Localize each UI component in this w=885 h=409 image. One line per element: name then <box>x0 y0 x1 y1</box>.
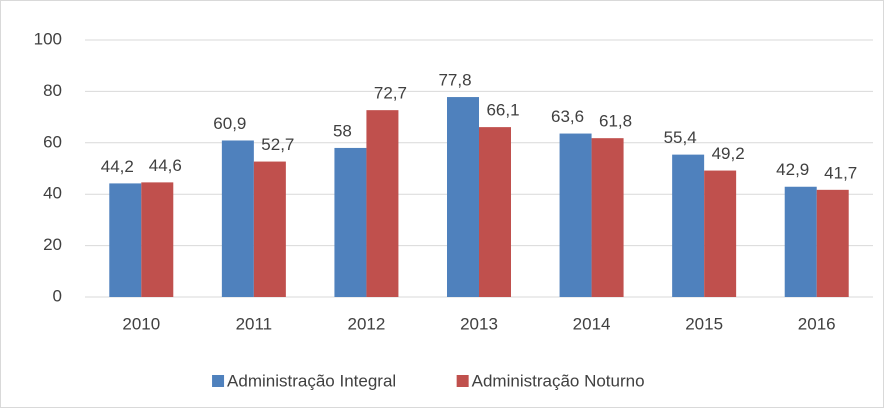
data-label: 72,7 <box>374 84 407 103</box>
bar <box>221 140 254 297</box>
data-label: 58 <box>333 121 352 140</box>
y-tick-label: 100 <box>34 29 62 48</box>
bar <box>559 133 592 297</box>
bar <box>704 170 737 297</box>
legend-swatch <box>212 375 225 387</box>
legend-label: Administração Integral <box>227 371 396 390</box>
legend-label: Administração Noturno <box>472 371 645 390</box>
x-tick-label: 2015 <box>685 314 723 333</box>
y-tick-label: 40 <box>43 184 62 203</box>
bar <box>253 161 286 297</box>
data-label: 77,8 <box>438 71 471 90</box>
x-tick-label: 2013 <box>460 314 498 333</box>
data-label: 41,7 <box>824 163 857 182</box>
bar <box>141 182 174 297</box>
data-label: 49,2 <box>712 144 745 163</box>
bar <box>672 154 705 297</box>
bar <box>447 97 479 297</box>
data-label: 44,6 <box>149 156 182 175</box>
bar <box>784 186 817 297</box>
y-tick-label: 60 <box>43 132 62 151</box>
legend-swatch <box>456 375 469 387</box>
data-label: 60,9 <box>213 114 246 133</box>
data-label: 55,4 <box>664 128 697 147</box>
x-tick-label: 2012 <box>348 314 386 333</box>
y-tick-label: 0 <box>53 286 62 305</box>
bar <box>334 147 367 297</box>
x-tick-label: 2014 <box>573 314 611 333</box>
data-label: 52,7 <box>261 135 294 154</box>
x-tick-label: 2010 <box>122 314 160 333</box>
bar <box>109 183 142 297</box>
bar <box>479 127 511 297</box>
y-tick-label: 80 <box>43 81 62 100</box>
y-tick-label: 20 <box>43 235 62 254</box>
data-label: 66,1 <box>486 101 519 120</box>
data-label: 44,2 <box>101 157 134 176</box>
x-tick-label: 2011 <box>236 314 273 333</box>
bar <box>591 138 624 297</box>
data-label: 63,6 <box>551 107 584 126</box>
x-tick-label: 2016 <box>798 314 836 333</box>
bar <box>366 110 399 297</box>
data-label: 42,9 <box>776 160 809 179</box>
bar <box>816 189 849 297</box>
data-label: 61,8 <box>599 112 632 131</box>
